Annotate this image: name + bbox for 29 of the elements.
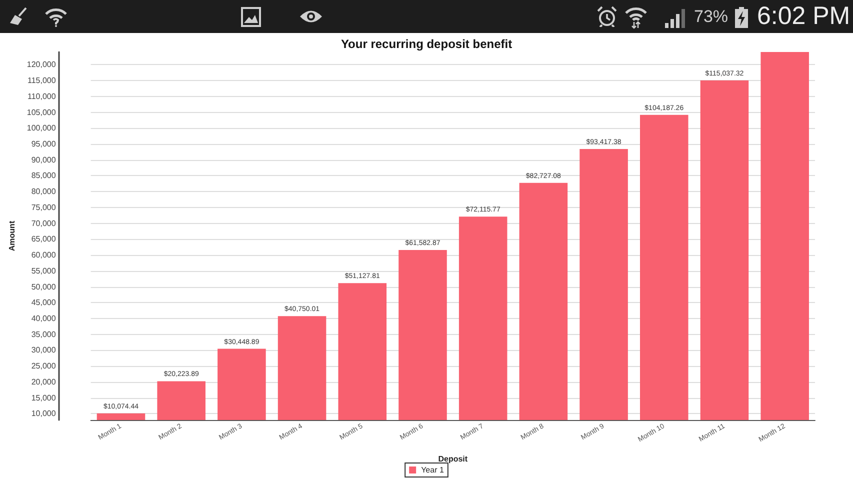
y-tick-label: 75,000 <box>31 202 56 212</box>
y-tick-label: 15,000 <box>31 393 56 402</box>
chart-title: Your recurring deposit benefit <box>340 37 512 51</box>
y-tick-label: 60,000 <box>31 250 56 260</box>
y-tick-label: 95,000 <box>31 140 56 148</box>
y-tick-label: 35,000 <box>31 330 56 339</box>
y-tick-label: 85,000 <box>31 171 56 180</box>
y-tick-label: 55,000 <box>31 266 56 276</box>
y-tick-label: 70,000 <box>31 218 56 228</box>
x-axis-title: Deposit <box>438 454 468 464</box>
y-tick-label: 105,000 <box>26 108 56 117</box>
text: 73% <box>694 7 728 26</box>
y-tick-label: 110,000 <box>27 92 56 101</box>
y-tick-label: 10,000 <box>31 409 56 418</box>
y-tick-label: 80,000 <box>31 187 56 196</box>
y-tick-label: 120,000 <box>26 60 56 70</box>
y-tick-label: 30,000 <box>31 346 56 355</box>
y-tick-label: 40,000 <box>31 314 56 323</box>
y-tick-label: 115,000 <box>27 76 56 86</box>
text: 6:02 PM <box>757 2 850 30</box>
y-tick-label: 90,000 <box>31 155 56 164</box>
y-tick-label: 65,000 <box>31 234 56 244</box>
legend-label: Year 1 <box>421 466 444 474</box>
y-tick-label: 20,000 <box>31 377 56 386</box>
y-tick-label: 100,000 <box>26 124 56 133</box>
y-tick-label: 25,000 <box>31 362 56 371</box>
y-tick-label: 45,000 <box>31 298 56 308</box>
y-tick-label: 50,000 <box>31 282 56 292</box>
y-axis-title: Amount <box>8 220 16 252</box>
